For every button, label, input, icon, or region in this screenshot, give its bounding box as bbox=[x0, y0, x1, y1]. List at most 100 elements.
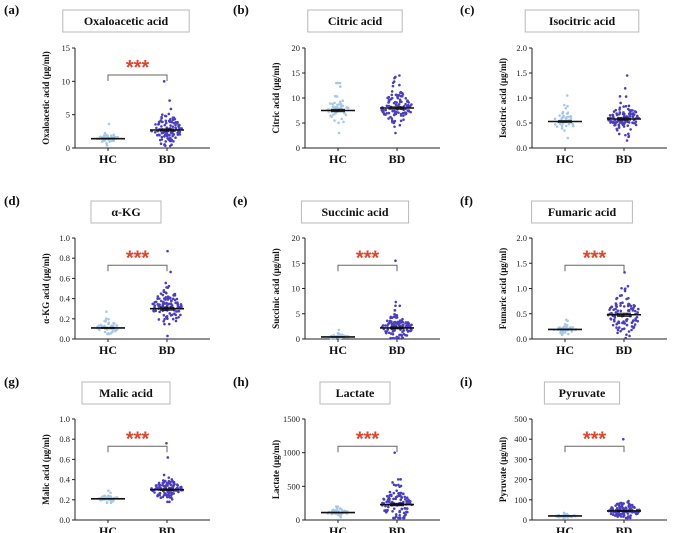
data-point-bd bbox=[617, 124, 621, 128]
data-point-bd bbox=[394, 75, 397, 79]
data-point-bd bbox=[168, 133, 171, 137]
data-point-bd bbox=[613, 514, 617, 517]
y-tick-label: 0.6 bbox=[59, 454, 70, 464]
data-point-bd bbox=[393, 516, 397, 520]
data-point-bd bbox=[153, 305, 156, 309]
data-point-bd bbox=[163, 123, 167, 127]
data-point-bd bbox=[395, 93, 399, 97]
significance-bracket bbox=[337, 445, 398, 453]
data-point-bd bbox=[627, 308, 631, 312]
data-point-bd bbox=[401, 93, 405, 96]
significance-bracket bbox=[564, 445, 625, 453]
data-point-hc bbox=[337, 121, 340, 125]
data-point-bd bbox=[629, 304, 633, 308]
data-point-bd bbox=[180, 127, 183, 130]
panel-g: (g) Malic acid Malic acid (μg/ml) 0.0 0.2 0.4… bbox=[4, 374, 210, 533]
data-point-bd bbox=[157, 122, 161, 126]
data-point-bd bbox=[162, 313, 166, 317]
data-point-bd bbox=[167, 284, 171, 288]
data-point-bd bbox=[618, 95, 622, 98]
y-tick-label: 0 bbox=[523, 515, 527, 525]
data-point-bd bbox=[392, 315, 396, 319]
x-tick-label: BD bbox=[389, 524, 406, 533]
data-point-hc bbox=[334, 81, 338, 85]
data-point-bd bbox=[168, 312, 172, 315]
y-tick-label: 0.0 bbox=[516, 143, 527, 153]
data-point-bd bbox=[161, 113, 164, 116]
data-point-hc bbox=[335, 507, 339, 510]
data-point-hc bbox=[103, 131, 107, 135]
data-point-bd bbox=[175, 483, 179, 486]
data-point-bd bbox=[158, 485, 161, 489]
panel-label: (e) bbox=[233, 193, 247, 208]
data-point-bd bbox=[619, 309, 623, 313]
data-point-bd bbox=[619, 515, 623, 518]
data-point-bd bbox=[620, 294, 623, 297]
data-point-bd bbox=[400, 334, 404, 338]
significance-bracket bbox=[107, 264, 168, 272]
data-point-bd bbox=[172, 293, 176, 296]
x-tick-label: BD bbox=[389, 343, 406, 357]
data-point-bd bbox=[387, 117, 390, 120]
data-point-bd bbox=[160, 115, 163, 119]
y-tick-label: 1500 bbox=[283, 414, 300, 424]
data-point-hc bbox=[559, 331, 562, 334]
data-point-hc bbox=[105, 142, 108, 145]
data-point-bd bbox=[627, 296, 630, 300]
data-point-bd bbox=[384, 108, 388, 112]
data-point-bd bbox=[156, 494, 159, 497]
data-point-bd bbox=[385, 319, 389, 323]
y-axis-label: Lactate (μg/ml) bbox=[271, 440, 281, 499]
data-point-bd bbox=[628, 503, 632, 506]
chart-title-box bbox=[307, 9, 403, 33]
data-point-bd bbox=[393, 125, 396, 129]
data-point-bd bbox=[160, 135, 164, 139]
data-point-bd bbox=[162, 301, 165, 304]
data-point-bd bbox=[174, 319, 178, 323]
data-point-hc bbox=[114, 329, 117, 333]
data-point-bd bbox=[391, 84, 395, 88]
data-point-hc bbox=[564, 117, 568, 120]
data-point-bd bbox=[175, 121, 179, 125]
data-point-bd bbox=[633, 323, 637, 326]
data-point-bd bbox=[404, 498, 407, 501]
data-point-bd bbox=[175, 316, 178, 320]
data-point-bd bbox=[620, 501, 623, 505]
data-point-hc bbox=[331, 105, 335, 109]
data-point-bd bbox=[385, 500, 388, 504]
data-point-hc bbox=[107, 321, 111, 325]
data-point-bd bbox=[178, 130, 182, 134]
data-point-bd bbox=[168, 139, 172, 143]
data-point-bd bbox=[389, 98, 393, 101]
data-point-bd bbox=[621, 123, 625, 126]
data-point-bd bbox=[389, 115, 392, 119]
data-point-bd bbox=[634, 110, 638, 114]
data-point-bd bbox=[395, 313, 399, 317]
y-axis-label: Pyruvate (μg/ml) bbox=[498, 437, 508, 502]
data-point-bd bbox=[615, 506, 619, 510]
data-point-bd bbox=[381, 501, 384, 505]
data-point-hc bbox=[103, 330, 107, 334]
data-point-bd bbox=[632, 113, 636, 116]
data-point-bd bbox=[399, 516, 402, 520]
data-point-bd bbox=[609, 507, 613, 511]
data-point-hc bbox=[566, 516, 570, 519]
data-point-bd bbox=[170, 492, 174, 496]
data-point-bd bbox=[154, 300, 158, 304]
data-point-bd bbox=[393, 309, 397, 312]
panel-label: (g) bbox=[4, 374, 19, 389]
data-point-bd bbox=[164, 298, 167, 301]
data-point-bd bbox=[399, 90, 403, 94]
data-point-bd bbox=[614, 307, 617, 311]
y-tick-label: 0.0 bbox=[59, 334, 70, 344]
data-point-bd bbox=[629, 307, 633, 310]
data-point-bd bbox=[399, 114, 403, 117]
data-point-bd bbox=[393, 321, 397, 324]
data-point-bd bbox=[625, 139, 629, 142]
panel-h: (h) Lactate Lactate (μg/ml) 0 500 1000 1500 HC B… bbox=[233, 374, 440, 533]
data-point-hc bbox=[566, 115, 570, 119]
y-tick-label: 100 bbox=[514, 495, 527, 505]
data-point-hc bbox=[115, 324, 119, 327]
x-tick-label: HC bbox=[99, 524, 117, 533]
chart-title: α-KG bbox=[111, 205, 140, 219]
